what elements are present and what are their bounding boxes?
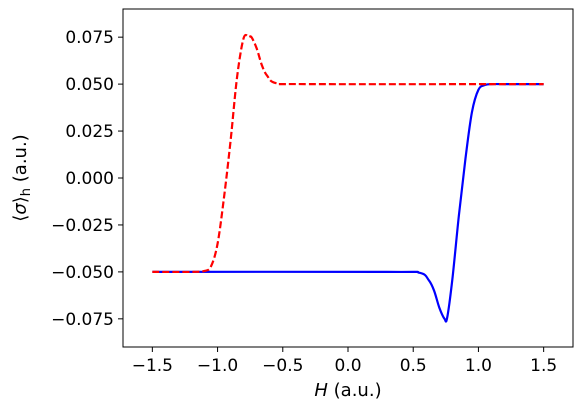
x-axis-label: H (a.u.) — [314, 380, 381, 401]
y-tick-label: −0.025 — [51, 216, 114, 236]
y-axis-label-subscript: h — [19, 188, 34, 196]
y-axis-label: ⟨σ⟩h (a.u.) — [10, 134, 34, 221]
y-tick-label: 0.075 — [65, 28, 114, 48]
x-tick-label: −1.5 — [132, 356, 173, 376]
x-tick-label: −1.0 — [197, 356, 238, 376]
x-axis: −1.5 −1.0 −0.5 0.0 0.5 1.0 1.5 — [132, 347, 557, 376]
y-tick-label: 0.000 — [65, 169, 114, 189]
y-axis-label-variable: σ — [10, 203, 31, 215]
y-axis-label-unit: (a.u.) — [10, 134, 31, 188]
x-tick-label: 1.5 — [530, 356, 557, 376]
x-tick-label: −0.5 — [262, 356, 303, 376]
x-tick-label: 1.0 — [465, 356, 492, 376]
y-tick-label: −0.050 — [51, 263, 114, 283]
x-tick-label: 0.0 — [334, 356, 361, 376]
y-axis-label-open: ⟨ — [10, 215, 31, 222]
series-layer — [152, 33, 544, 323]
y-tick-label: 0.050 — [65, 75, 114, 95]
y-tick-label: 0.025 — [65, 122, 114, 142]
y-axis: 0.075 0.050 0.025 0.000 −0.025 −0.050 −0.075 — [51, 28, 123, 330]
x-axis-label-unit: (a.u.) — [328, 380, 382, 401]
y-tick-label: −0.075 — [51, 310, 114, 330]
plot-area — [123, 9, 573, 347]
x-axis-label-variable: H — [314, 380, 328, 401]
y-axis-label-close: ⟩ — [10, 196, 31, 203]
series-line-2 — [152, 33, 544, 274]
x-tick-label: 0.5 — [400, 356, 427, 376]
